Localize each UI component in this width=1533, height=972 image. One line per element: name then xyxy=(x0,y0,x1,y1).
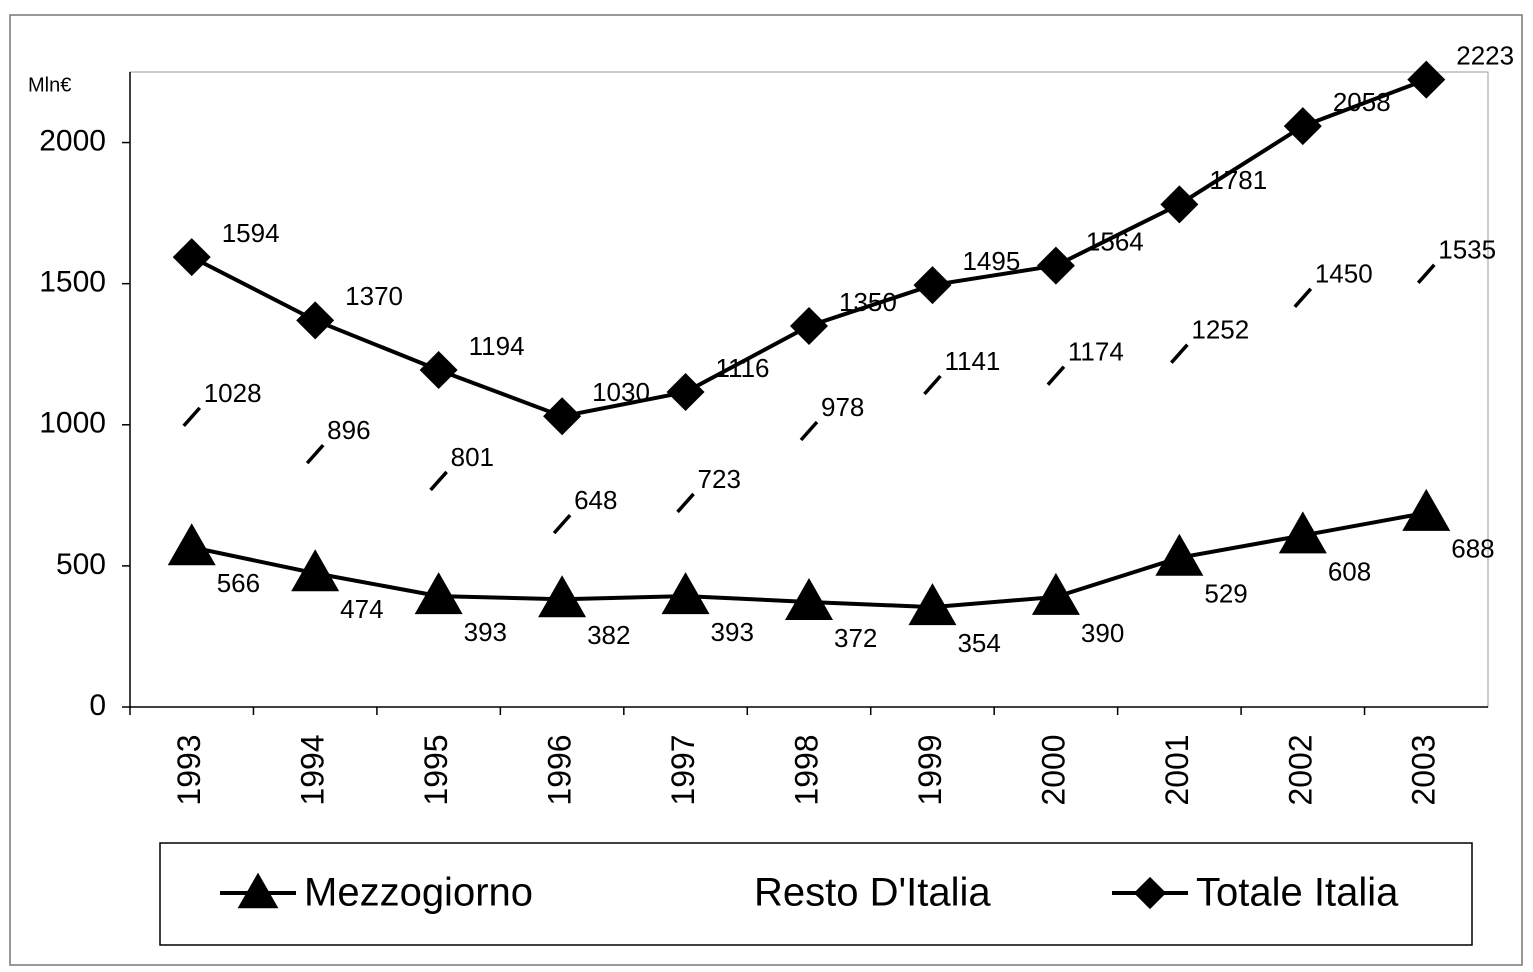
triangle-marker xyxy=(785,578,833,621)
x-tick-label: 1993 xyxy=(171,734,207,805)
x-tick-label: 1996 xyxy=(542,734,578,805)
x-tick-label: 2001 xyxy=(1159,734,1195,805)
dash-marker xyxy=(676,492,695,514)
triangle-marker xyxy=(1031,572,1080,615)
legend-marker xyxy=(1133,876,1167,910)
data-label: 393 xyxy=(464,617,507,647)
data-label: 1535 xyxy=(1438,235,1496,265)
data-label: 1495 xyxy=(962,246,1020,276)
diamond-marker xyxy=(172,238,211,277)
x-tick-label: 2000 xyxy=(1035,734,1071,805)
diamond-marker xyxy=(419,351,458,390)
data-label: 529 xyxy=(1204,579,1247,609)
data-label: 474 xyxy=(340,594,383,624)
x-tick-label: 1995 xyxy=(418,734,454,805)
data-label: 354 xyxy=(957,628,1000,658)
y-tick-label: 0 xyxy=(89,689,106,722)
data-label: 2058 xyxy=(1333,87,1391,117)
dash-marker xyxy=(1416,263,1436,284)
triangle-marker xyxy=(1155,533,1204,576)
data-label: 896 xyxy=(327,415,370,445)
x-tick-label: 1999 xyxy=(912,734,948,805)
y-tick-label: 1000 xyxy=(39,407,106,440)
diamond-marker xyxy=(666,373,705,412)
data-label: 382 xyxy=(587,620,630,650)
data-label: 1450 xyxy=(1315,259,1373,289)
data-label: 1116 xyxy=(716,353,770,383)
dash-marker xyxy=(1046,365,1066,386)
data-label: 1564 xyxy=(1086,226,1144,256)
legend-marker xyxy=(237,872,279,909)
x-tick-label: 2002 xyxy=(1282,734,1318,805)
triangle-marker xyxy=(167,523,216,566)
data-label: 1781 xyxy=(1209,165,1267,195)
data-label: 1194 xyxy=(469,331,525,361)
data-label: 1252 xyxy=(1191,315,1249,345)
diamond-marker xyxy=(790,307,828,345)
data-label: 723 xyxy=(698,464,741,494)
dash-marker xyxy=(552,513,572,535)
triangle-marker xyxy=(1278,511,1327,554)
chart-frame xyxy=(9,14,1523,966)
data-label: 393 xyxy=(711,617,754,647)
x-tick-label: 1997 xyxy=(665,734,701,805)
x-tick-label: 1994 xyxy=(295,734,331,805)
dash-marker xyxy=(429,470,448,492)
legend-label: Resto D'Italia xyxy=(754,871,991,915)
x-tick-label: 2003 xyxy=(1406,734,1442,805)
data-label: 566 xyxy=(217,568,260,598)
data-label: 1594 xyxy=(222,218,280,248)
legend-label: Mezzogiorno xyxy=(304,871,533,915)
diamond-marker xyxy=(1407,60,1446,99)
series-line xyxy=(190,77,1427,419)
diamond-marker xyxy=(296,301,335,340)
diamond-marker xyxy=(1160,185,1199,224)
diamond-marker xyxy=(1036,246,1075,285)
data-label: 688 xyxy=(1451,534,1494,564)
y-tick-label: 500 xyxy=(56,548,106,581)
dash-marker xyxy=(182,406,202,428)
legend-label: Totale Italia xyxy=(1196,871,1399,915)
data-label: 648 xyxy=(574,485,617,515)
triangle-marker xyxy=(908,583,957,626)
triangle-marker xyxy=(291,549,340,592)
data-label: 1030 xyxy=(592,377,650,407)
triangle-marker xyxy=(414,572,463,615)
data-label: 978 xyxy=(821,392,864,422)
triangle-marker xyxy=(538,575,587,618)
y-tick-label: 2000 xyxy=(39,124,106,157)
data-label: 801 xyxy=(451,442,494,472)
diamond-marker xyxy=(1283,107,1322,146)
data-label: 608 xyxy=(1328,556,1371,586)
y-axis-label: Mln€ xyxy=(28,74,71,96)
dash-marker xyxy=(1170,343,1189,364)
diamond-marker xyxy=(543,397,582,436)
data-label: 1174 xyxy=(1068,337,1124,367)
triangle-marker xyxy=(1402,488,1451,531)
diamond-marker xyxy=(913,266,952,305)
data-label: 372 xyxy=(834,623,877,653)
x-tick-label: 1998 xyxy=(788,734,824,805)
dash-marker xyxy=(305,443,325,465)
dash-marker xyxy=(1293,287,1313,308)
legend-box xyxy=(159,842,1473,946)
data-label: 2223 xyxy=(1456,40,1514,70)
data-label: 1350 xyxy=(839,287,897,317)
data-label: 1370 xyxy=(345,281,403,311)
data-label: 1141 xyxy=(944,346,1000,376)
dash-marker xyxy=(923,374,942,396)
data-label: 1028 xyxy=(204,378,262,408)
y-tick-label: 1500 xyxy=(39,266,106,299)
triangle-marker xyxy=(661,572,710,615)
data-label: 390 xyxy=(1081,618,1124,648)
dash-marker xyxy=(799,420,819,442)
